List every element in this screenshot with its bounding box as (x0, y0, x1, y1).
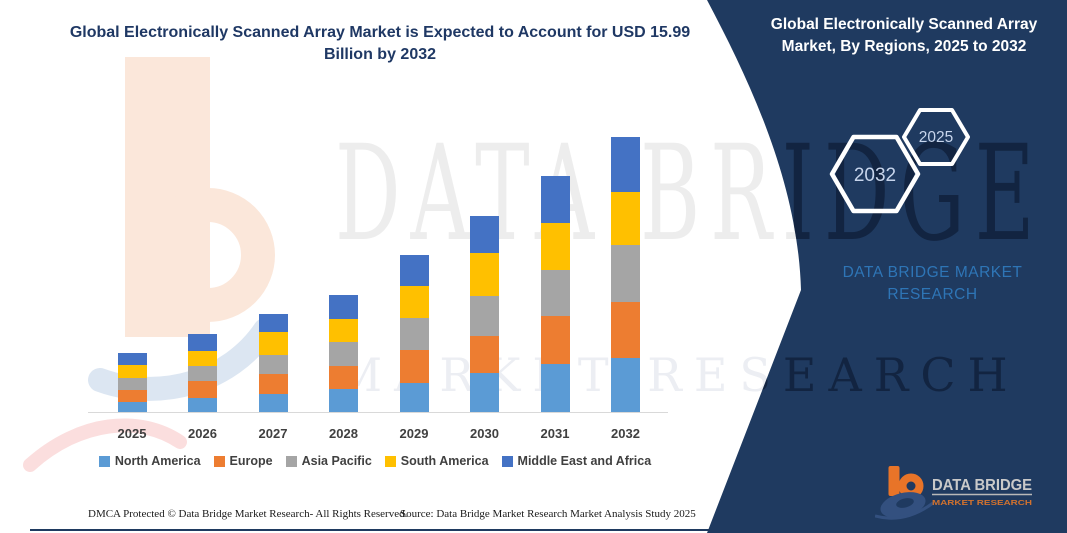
legend-item-south-america: South America (384, 454, 489, 468)
hexagon-2032-label: 2032 (854, 165, 896, 186)
segment-south-america-2029 (399, 286, 429, 318)
segment-asia-pacific-2029 (399, 317, 429, 351)
stacked-bar-2032 (611, 136, 640, 413)
x-axis-line (88, 412, 668, 413)
segment-europe-2031 (540, 315, 570, 365)
segment-europe-2025 (117, 389, 147, 402)
chart-title: Global Electronically Scanned Array Mark… (69, 24, 691, 63)
bottom-rule (30, 528, 1067, 531)
legend-swatch-icon (384, 455, 396, 467)
segment-south-america-2027 (258, 331, 288, 355)
segment-south-america-2030 (470, 252, 499, 297)
x-axis-label-2032: 2032 (611, 426, 640, 441)
segment-middle-east-and-africa-2026 (188, 333, 217, 351)
segment-north-america-2032 (611, 358, 640, 413)
data-bridge-logo: DATA BRIDGE MARKET RESEARCH (875, 466, 1032, 520)
x-axis-label-2025: 2025 (117, 426, 147, 441)
segment-asia-pacific-2032 (611, 244, 640, 303)
segment-asia-pacific-2028 (329, 341, 358, 367)
logo-b-stem (888, 466, 900, 496)
legend-item-north-america: North America (98, 454, 201, 468)
x-axis-label-2029: 2029 (399, 426, 429, 441)
segment-europe-2029 (399, 350, 429, 383)
segment-north-america-2028 (329, 389, 358, 413)
legend-swatch-icon (213, 455, 225, 467)
legend-label: Asia Pacific (301, 454, 372, 468)
segment-south-america-2025 (117, 365, 147, 378)
segment-middle-east-and-africa-2028 (329, 294, 358, 320)
segment-south-america-2031 (540, 223, 570, 271)
segment-asia-pacific-2027 (258, 354, 288, 375)
segment-middle-east-and-africa-2025 (117, 352, 147, 366)
logo-subname: MARKET RESEARCH (932, 498, 1032, 507)
segment-asia-pacific-2026 (188, 365, 217, 381)
stacked-bar-2031 (540, 175, 570, 413)
segment-middle-east-and-africa-2027 (258, 314, 288, 332)
segment-asia-pacific-2031 (540, 270, 570, 316)
hexagon-2025: 2025 (902, 108, 970, 166)
legend-label: Europe (229, 454, 273, 468)
logo-name: DATA BRIDGE (932, 477, 1032, 494)
x-axis-label-2030: 2030 (470, 426, 499, 441)
panel-brand-text: DATA BRIDGE MARKET RESEARCH (842, 264, 1023, 304)
legend-swatch-icon (98, 455, 110, 467)
segment-middle-east-and-africa-2032 (611, 136, 640, 193)
legend-swatch-icon (285, 455, 297, 467)
legend-item-asia-pacific: Asia Pacific (285, 454, 372, 468)
segment-asia-pacific-2025 (117, 377, 147, 390)
legend-label: Middle East and Africa (517, 454, 652, 468)
stacked-bar-2025 (117, 352, 147, 413)
segment-europe-2027 (258, 374, 288, 395)
footer-dmca: DMCA Protected © Data Bridge Market Rese… (88, 508, 408, 520)
segment-europe-2026 (188, 380, 217, 398)
segment-middle-east-and-africa-2031 (540, 175, 570, 224)
footer-source: Source: Data Bridge Market Research Mark… (400, 508, 696, 520)
x-axis-label-2031: 2031 (540, 426, 570, 441)
segment-north-america-2029 (399, 382, 429, 413)
logo-b-bowl (898, 473, 924, 499)
segment-middle-east-and-africa-2029 (399, 255, 429, 287)
segment-north-america-2031 (540, 364, 570, 413)
segment-south-america-2026 (188, 350, 217, 366)
legend-label: South America (400, 454, 489, 468)
stacked-bar-2026 (188, 333, 217, 413)
segment-north-america-2025 (117, 401, 147, 413)
x-axis-label-2028: 2028 (329, 426, 358, 441)
segment-south-america-2032 (611, 192, 640, 245)
panel-title: Global Electronically Scanned Array Mark… (770, 16, 1038, 55)
x-axis-label-2026: 2026 (188, 426, 217, 441)
segment-europe-2032 (611, 302, 640, 359)
chart-legend: North America Europe Asia Pacific South Ame… (70, 454, 680, 468)
segment-north-america-2026 (188, 397, 217, 413)
legend-swatch-icon (501, 455, 513, 467)
stacked-bar-2027 (258, 314, 288, 413)
legend-item-middle-east-and-africa: Middle East and Africa (501, 454, 652, 468)
segment-asia-pacific-2030 (470, 296, 499, 337)
hexagon-2032: 2032 (829, 134, 921, 214)
segment-north-america-2030 (470, 373, 499, 413)
stacked-bar-2028 (329, 294, 358, 413)
segment-europe-2028 (329, 366, 358, 390)
segment-middle-east-and-africa-2030 (470, 216, 499, 253)
segment-north-america-2027 (258, 394, 288, 413)
logo-swoosh-icon (875, 492, 934, 520)
legend-item-europe: Europe (213, 454, 273, 468)
legend-label: North America (114, 454, 201, 468)
stacked-bar-2030 (470, 216, 499, 413)
segment-europe-2030 (470, 336, 499, 374)
segment-south-america-2028 (329, 319, 358, 342)
hexagon-2025-label: 2025 (919, 129, 953, 146)
stacked-bar-2029 (399, 255, 429, 413)
x-axis-label-2027: 2027 (258, 426, 288, 441)
